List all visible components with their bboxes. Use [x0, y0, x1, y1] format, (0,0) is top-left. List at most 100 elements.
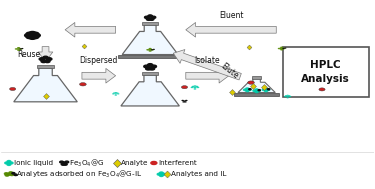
Circle shape — [46, 58, 52, 60]
Text: Ionic liquid: Ionic liquid — [14, 160, 53, 166]
Circle shape — [282, 48, 285, 49]
Circle shape — [190, 87, 194, 88]
Text: Analytes and IL: Analytes and IL — [171, 171, 226, 177]
Circle shape — [264, 90, 267, 92]
Circle shape — [5, 174, 9, 176]
Circle shape — [258, 90, 260, 91]
Circle shape — [194, 87, 196, 88]
Circle shape — [17, 47, 20, 49]
Circle shape — [26, 32, 33, 36]
Circle shape — [10, 174, 14, 176]
Circle shape — [148, 49, 152, 51]
Circle shape — [151, 161, 157, 164]
Circle shape — [148, 15, 152, 17]
Circle shape — [183, 100, 186, 102]
Bar — [252, 76, 261, 79]
Bar — [234, 93, 279, 96]
FancyBboxPatch shape — [283, 47, 369, 97]
Circle shape — [148, 50, 152, 52]
Circle shape — [148, 48, 152, 50]
Text: Fe$_3$O$_4$@G: Fe$_3$O$_4$@G — [69, 157, 105, 169]
Circle shape — [194, 88, 196, 90]
Text: Elute: Elute — [219, 61, 240, 81]
Text: Analyte: Analyte — [122, 160, 149, 166]
Circle shape — [280, 46, 283, 48]
Circle shape — [29, 36, 36, 39]
Circle shape — [114, 93, 117, 94]
Circle shape — [9, 88, 16, 91]
Circle shape — [12, 173, 15, 174]
Circle shape — [117, 93, 120, 94]
Circle shape — [41, 60, 46, 63]
Circle shape — [112, 93, 114, 94]
Circle shape — [29, 31, 36, 35]
Circle shape — [20, 48, 22, 50]
Circle shape — [21, 48, 24, 49]
Circle shape — [153, 49, 155, 50]
Circle shape — [182, 86, 188, 89]
Circle shape — [114, 94, 117, 96]
Circle shape — [5, 162, 9, 164]
Circle shape — [246, 90, 249, 92]
Circle shape — [80, 83, 86, 86]
Polygon shape — [121, 75, 179, 106]
Circle shape — [15, 48, 18, 50]
Circle shape — [243, 89, 246, 91]
Circle shape — [144, 65, 149, 68]
Circle shape — [159, 173, 163, 175]
Circle shape — [184, 101, 187, 103]
Circle shape — [114, 92, 117, 93]
Circle shape — [14, 174, 17, 176]
Circle shape — [286, 95, 289, 96]
Circle shape — [255, 91, 258, 93]
Circle shape — [182, 100, 184, 101]
Circle shape — [43, 56, 48, 59]
Circle shape — [282, 48, 285, 49]
Circle shape — [285, 95, 287, 96]
Circle shape — [255, 90, 258, 91]
Circle shape — [286, 96, 289, 97]
Bar — [142, 72, 158, 75]
Text: Reuse: Reuse — [17, 50, 40, 59]
Circle shape — [63, 163, 67, 165]
Circle shape — [157, 173, 161, 175]
Circle shape — [149, 67, 154, 70]
Circle shape — [262, 89, 265, 91]
Circle shape — [280, 49, 283, 50]
Circle shape — [185, 100, 188, 101]
Circle shape — [146, 67, 151, 70]
Circle shape — [289, 96, 291, 97]
Circle shape — [60, 161, 63, 163]
Circle shape — [278, 48, 281, 49]
Circle shape — [4, 173, 8, 175]
Circle shape — [267, 89, 270, 90]
Text: Analytes adsorbed on Fe$_3$O$_4$@G-IL: Analytes adsorbed on Fe$_3$O$_4$@G-IL — [16, 169, 142, 180]
Circle shape — [196, 87, 200, 88]
Circle shape — [65, 161, 69, 163]
Circle shape — [288, 95, 291, 96]
Circle shape — [26, 35, 33, 39]
Circle shape — [61, 163, 65, 165]
Circle shape — [182, 101, 185, 103]
Polygon shape — [122, 25, 178, 55]
Circle shape — [45, 60, 50, 63]
Bar — [37, 65, 54, 68]
Circle shape — [7, 173, 11, 175]
Text: Interferent: Interferent — [159, 160, 198, 166]
Circle shape — [162, 173, 165, 175]
Circle shape — [280, 48, 283, 49]
Circle shape — [246, 89, 249, 91]
Text: Eluent: Eluent — [219, 11, 243, 20]
Text: HPLC
Analysis: HPLC Analysis — [302, 60, 350, 84]
Circle shape — [264, 89, 267, 91]
Circle shape — [147, 64, 153, 66]
Circle shape — [255, 89, 258, 90]
Circle shape — [284, 96, 286, 97]
Circle shape — [149, 18, 154, 20]
Circle shape — [151, 49, 153, 50]
Circle shape — [151, 49, 154, 51]
Bar — [142, 22, 158, 25]
Circle shape — [249, 89, 251, 90]
Circle shape — [7, 163, 11, 165]
Circle shape — [286, 97, 289, 98]
